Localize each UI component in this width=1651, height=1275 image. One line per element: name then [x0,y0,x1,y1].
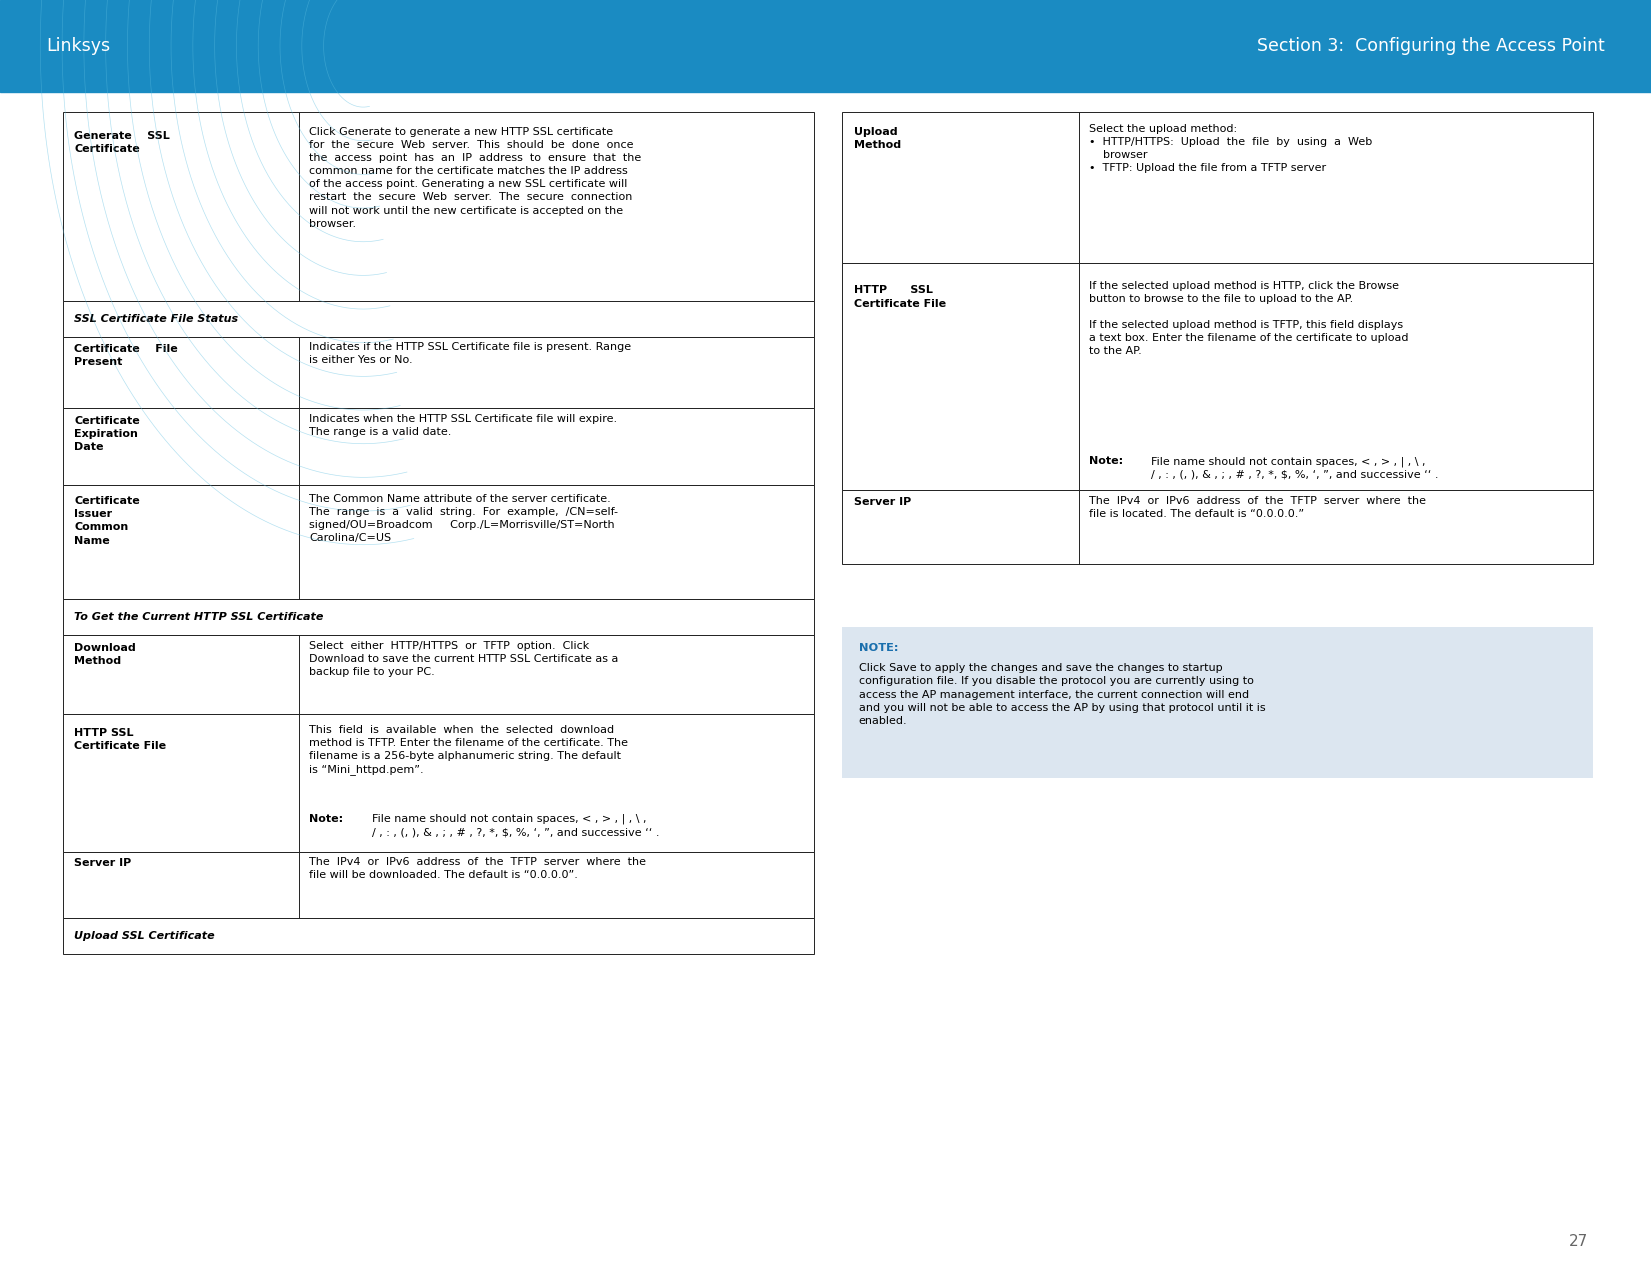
Bar [63,301,814,337]
Text: The  IPv4  or  IPv6  address  of  the  TFTP  server  where  the
file is located.: The IPv4 or IPv6 address of the TFTP ser… [1088,496,1425,519]
Text: File name should not contain spaces, < , > , | , \ ,
/ , : , (, ), & , ; , # , ?: File name should not contain spaces, < ,… [371,813,659,838]
Text: Certificate
Issuer
Common
Name: Certificate Issuer Common Name [74,496,140,546]
Text: Upload
Method: Upload Method [854,128,901,150]
Text: SSL Certificate File Status: SSL Certificate File Status [74,314,238,324]
Text: To Get the Current HTTP SSL Certificate: To Get the Current HTTP SSL Certificate [74,612,324,622]
Bar [842,627,1593,778]
Bar [63,484,814,599]
Text: Click Save to apply the changes and save the changes to startup
configuration fi: Click Save to apply the changes and save… [859,663,1265,727]
Text: Section 3:  Configuring the Access Point: Section 3: Configuring the Access Point [1256,37,1605,55]
Text: This  field  is  available  when  the  selected  download
method is TFTP. Enter : This field is available when the selecte… [309,725,629,775]
Text: Indicates if the HTTP SSL Certificate file is present. Range
is either Yes or No: Indicates if the HTTP SSL Certificate fi… [309,342,631,366]
Bar [63,918,814,954]
Text: Server IP: Server IP [854,497,911,507]
Bar [63,852,814,918]
Text: Note:: Note: [309,813,343,824]
Text: Download
Method: Download Method [74,643,135,666]
Text: Linksys: Linksys [46,37,111,55]
Text: Server IP: Server IP [74,858,132,868]
Text: File name should not contain spaces, < , > , | , \ ,
/ , : , (, ), & , ; , # , ?: File name should not contain spaces, < ,… [1151,456,1438,479]
Text: If the selected upload method is HTTP, click the Browse
button to browse to the : If the selected upload method is HTTP, c… [1088,280,1408,368]
Bar [842,490,1593,564]
Bar [63,714,814,852]
Bar [0,0,1651,92]
Text: Upload SSL Certificate: Upload SSL Certificate [74,931,215,941]
Text: Indicates when the HTTP SSL Certificate file will expire.
The range is a valid d: Indicates when the HTTP SSL Certificate … [309,414,617,437]
Bar [842,263,1593,490]
Bar [63,112,814,301]
Text: The Common Name attribute of the server certificate.
The  range  is  a  valid  s: The Common Name attribute of the server … [309,493,617,543]
Bar [63,408,814,484]
Text: Certificate
Expiration
Date: Certificate Expiration Date [74,416,140,453]
Bar [63,337,814,408]
Bar [63,599,814,635]
Text: Certificate    File
Present: Certificate File Present [74,344,178,367]
Text: HTTP SSL
Certificate File: HTTP SSL Certificate File [74,728,167,751]
Text: Note:: Note: [1088,456,1123,467]
Text: Select  either  HTTP/HTTPS  or  TFTP  option.  Click
Download to save the curren: Select either HTTP/HTTPS or TFTP option.… [309,641,619,677]
Text: 27: 27 [1568,1234,1588,1250]
Bar [63,635,814,714]
Text: HTTP      SSL
Certificate File: HTTP SSL Certificate File [854,286,946,309]
Text: NOTE:: NOTE: [859,643,898,653]
Text: The  IPv4  or  IPv6  address  of  the  TFTP  server  where  the
file will be dow: The IPv4 or IPv6 address of the TFTP ser… [309,857,646,880]
Text: Select the upload method:
•  HTTP/HTTPS:  Upload  the  file  by  using  a  Web
 : Select the upload method: • HTTP/HTTPS: … [1088,124,1372,173]
Text: Click Generate to generate a new HTTP SSL certificate
for  the  secure  Web  ser: Click Generate to generate a new HTTP SS… [309,128,642,228]
Text: Generate    SSL
Certificate: Generate SSL Certificate [74,131,170,154]
Bar [842,112,1593,263]
